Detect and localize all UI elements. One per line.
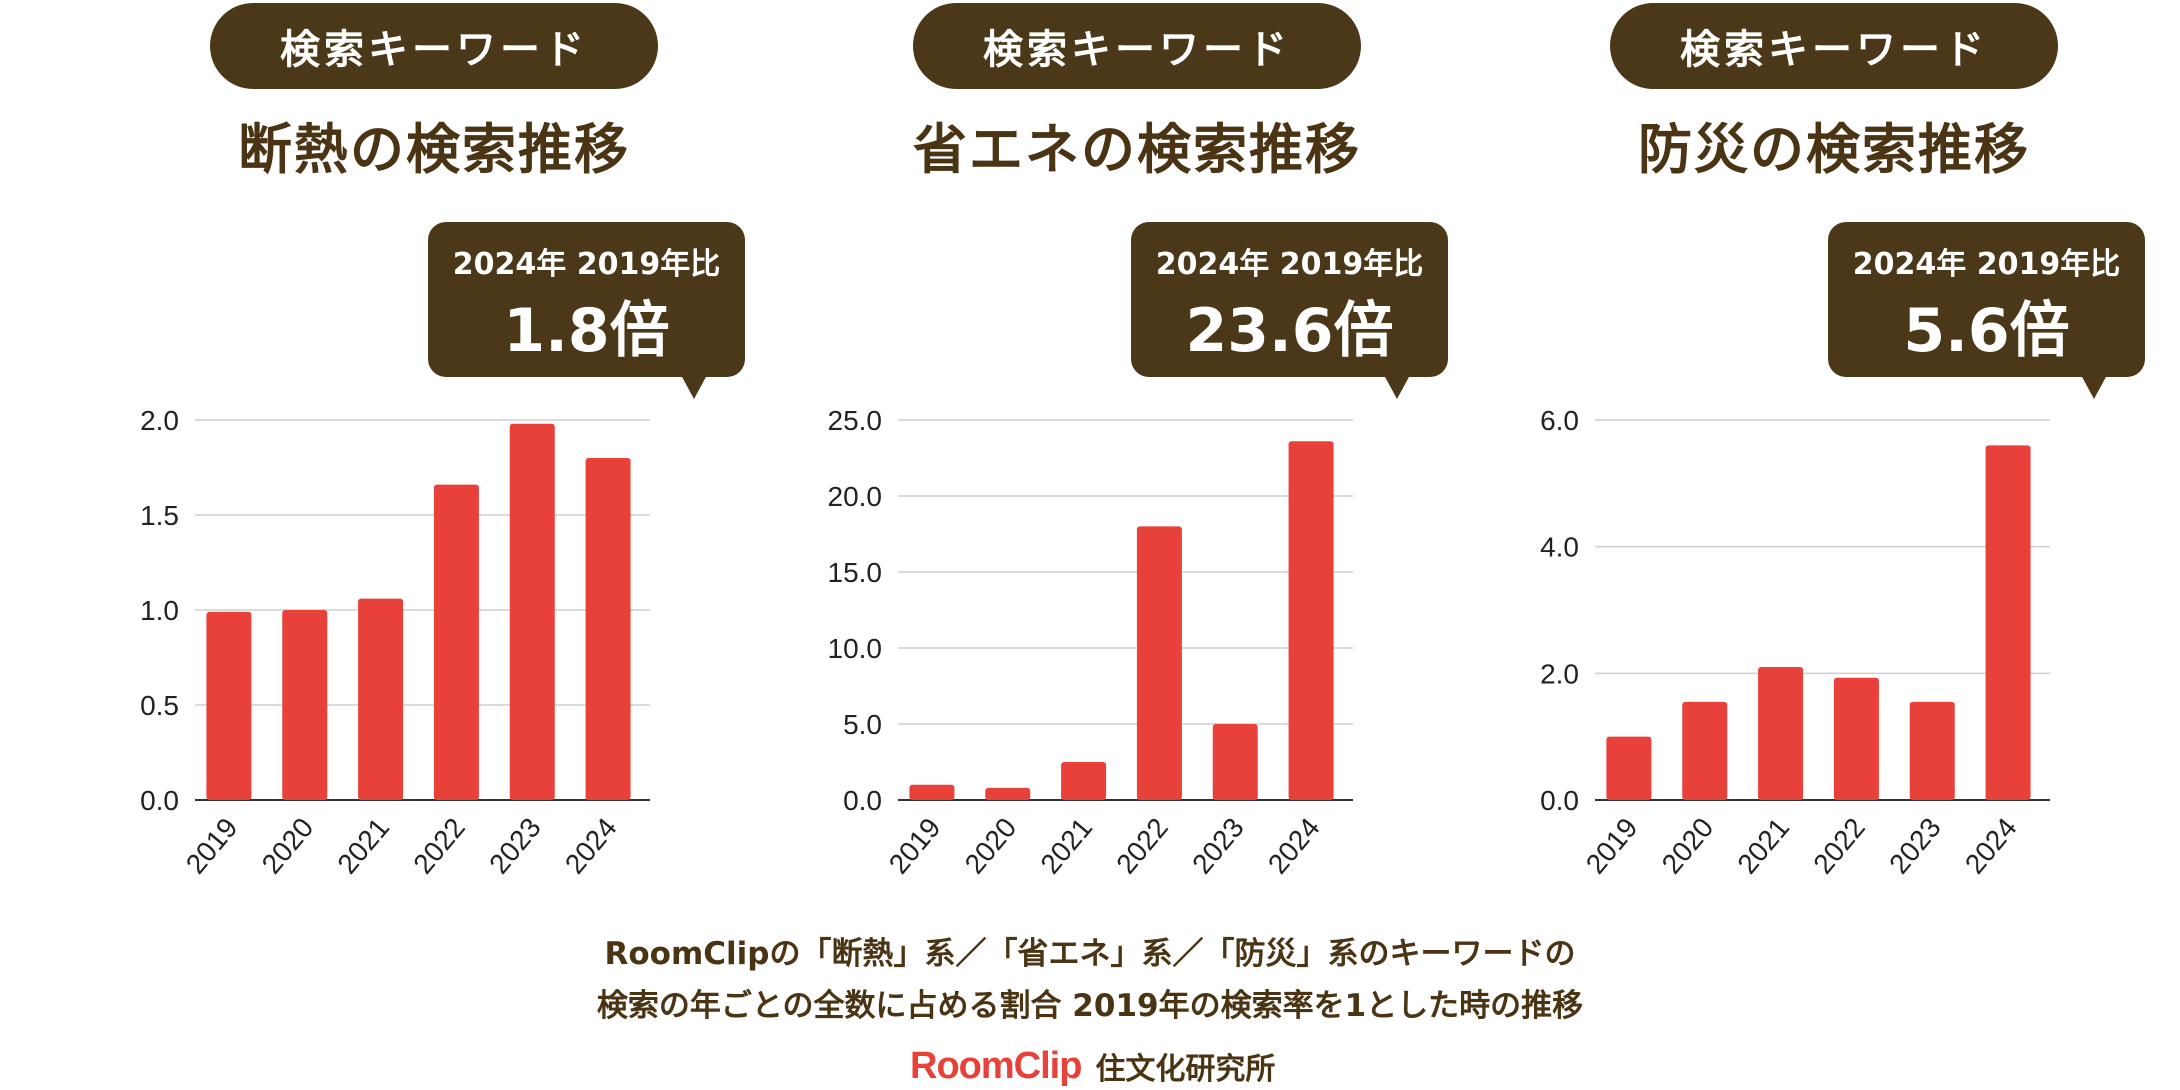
y-tick-label: 0.0	[843, 785, 882, 816]
bar-2020	[1682, 701, 1728, 800]
x-tick-label: 2024	[1262, 812, 1326, 880]
y-tick-label: 2.0	[140, 405, 179, 436]
x-tick-label: 2019	[180, 812, 244, 880]
bar-2022	[1136, 526, 1182, 800]
y-tick-label: 20.0	[828, 481, 883, 512]
ratio-callout: 2024年 2019年比 1.8倍	[428, 222, 745, 399]
y-tick-label: 15.0	[828, 557, 883, 588]
bar-2024	[585, 458, 631, 800]
bar-2021	[1758, 667, 1804, 800]
x-tick-label: 2023	[1186, 812, 1250, 880]
callout-subtitle: 2024年 2019年比	[1852, 247, 2121, 282]
keyword-pill: 検索キーワード	[210, 3, 658, 89]
x-tick-label: 2021	[1731, 812, 1795, 880]
x-tick-label: 2020	[1656, 812, 1720, 880]
x-tick-label: 2019	[883, 812, 947, 880]
y-tick-label: 2.0	[1540, 658, 1579, 689]
bar-2021	[358, 598, 404, 800]
x-tick-label: 2022	[407, 812, 471, 880]
bar-2024	[1288, 441, 1334, 800]
x-tick-label: 2020	[959, 812, 1023, 880]
ratio-callout: 2024年 2019年比 23.6倍	[1131, 222, 1448, 399]
y-tick-label: 0.0	[1540, 785, 1579, 816]
bar-2020	[985, 787, 1031, 800]
callout-subtitle: 2024年 2019年比	[452, 247, 721, 282]
brand: RoomClip 住文化研究所	[910, 1044, 1275, 1088]
caption-line-1: RoomClipの「断熱」系／「省エネ」系／「防災」系のキーワードの	[604, 936, 1576, 972]
callout-ratio: 23.6倍	[1185, 296, 1394, 366]
bar-2022	[433, 484, 479, 800]
chart-title: 防災の検索推移	[1638, 118, 2030, 181]
chart-panel-disaster-prevention: 検索キーワード 防災の検索推移 2024年 2019年比 5.6倍 0.0 2.0…	[1495, 0, 2145, 900]
y-tick-label: 6.0	[1540, 405, 1579, 436]
bar-2023	[1212, 724, 1258, 800]
chart-panel-energy-saving: 検索キーワード 省エネの検索推移 2024年 2019年比 23.6倍 0.0 5…	[798, 0, 1448, 900]
ratio-callout: 2024年 2019年比 5.6倍	[1828, 222, 2145, 399]
bar-chart: 0.0 2.0 4.0 6.0 2019 2020 2021 2022 2023 2024	[1540, 405, 2050, 880]
y-tick-label: 1.5	[140, 500, 179, 531]
bar-2024	[1985, 445, 2031, 800]
x-tick-label: 2024	[1959, 812, 2023, 880]
x-tick-label: 2023	[1883, 812, 1947, 880]
y-tick-label: 0.5	[140, 690, 179, 721]
y-tick-label: 4.0	[1540, 532, 1579, 563]
y-tick-label: 1.0	[140, 595, 179, 626]
x-tick-label: 2023	[483, 812, 547, 880]
bar-2019	[206, 611, 252, 800]
x-tick-label: 2020	[256, 812, 320, 880]
organization-name: 住文化研究所	[1095, 1052, 1276, 1087]
callout-ratio: 1.8倍	[503, 296, 670, 366]
chart-title: 省エネの検索推移	[913, 118, 1361, 181]
callout-subtitle: 2024年 2019年比	[1155, 247, 1424, 282]
bar-2023	[1909, 701, 1955, 800]
bar-2020	[282, 610, 328, 800]
x-tick-label: 2022	[1110, 812, 1174, 880]
roomclip-logo: RoomClip	[910, 1044, 1082, 1087]
bar-2021	[1061, 762, 1107, 800]
x-tick-label: 2019	[1580, 812, 1644, 880]
bar-2019	[909, 784, 955, 800]
x-tick-label: 2024	[559, 812, 623, 880]
chart-title: 断熱の検索推移	[238, 118, 630, 181]
chart-panel-insulation: 検索キーワード 断熱の検索推移 2024年 2019年比 1.8倍 0.0 0.5…	[95, 0, 745, 900]
bar-2019	[1606, 736, 1652, 800]
bar-chart: 0.0 0.5 1.0 1.5 2.0 2019 2020 2021 2022 2023 2024	[140, 405, 650, 880]
x-tick-label: 2022	[1807, 812, 1871, 880]
y-tick-label: 25.0	[828, 405, 883, 436]
x-tick-label: 2021	[1034, 812, 1098, 880]
y-tick-label: 0.0	[140, 785, 179, 816]
y-tick-label: 5.0	[843, 709, 882, 740]
keyword-pill: 検索キーワード	[1610, 3, 2058, 89]
x-tick-label: 2021	[331, 812, 395, 880]
caption-line-2: 検索の年ごとの全数に占める割合 2019年の検索率を1とした時の推移	[596, 988, 1584, 1024]
keyword-pill: 検索キーワード	[913, 3, 1361, 89]
bar-2022	[1833, 677, 1879, 800]
bar-2023	[509, 423, 555, 800]
callout-ratio: 5.6倍	[1903, 296, 2070, 366]
y-tick-label: 10.0	[828, 633, 883, 664]
